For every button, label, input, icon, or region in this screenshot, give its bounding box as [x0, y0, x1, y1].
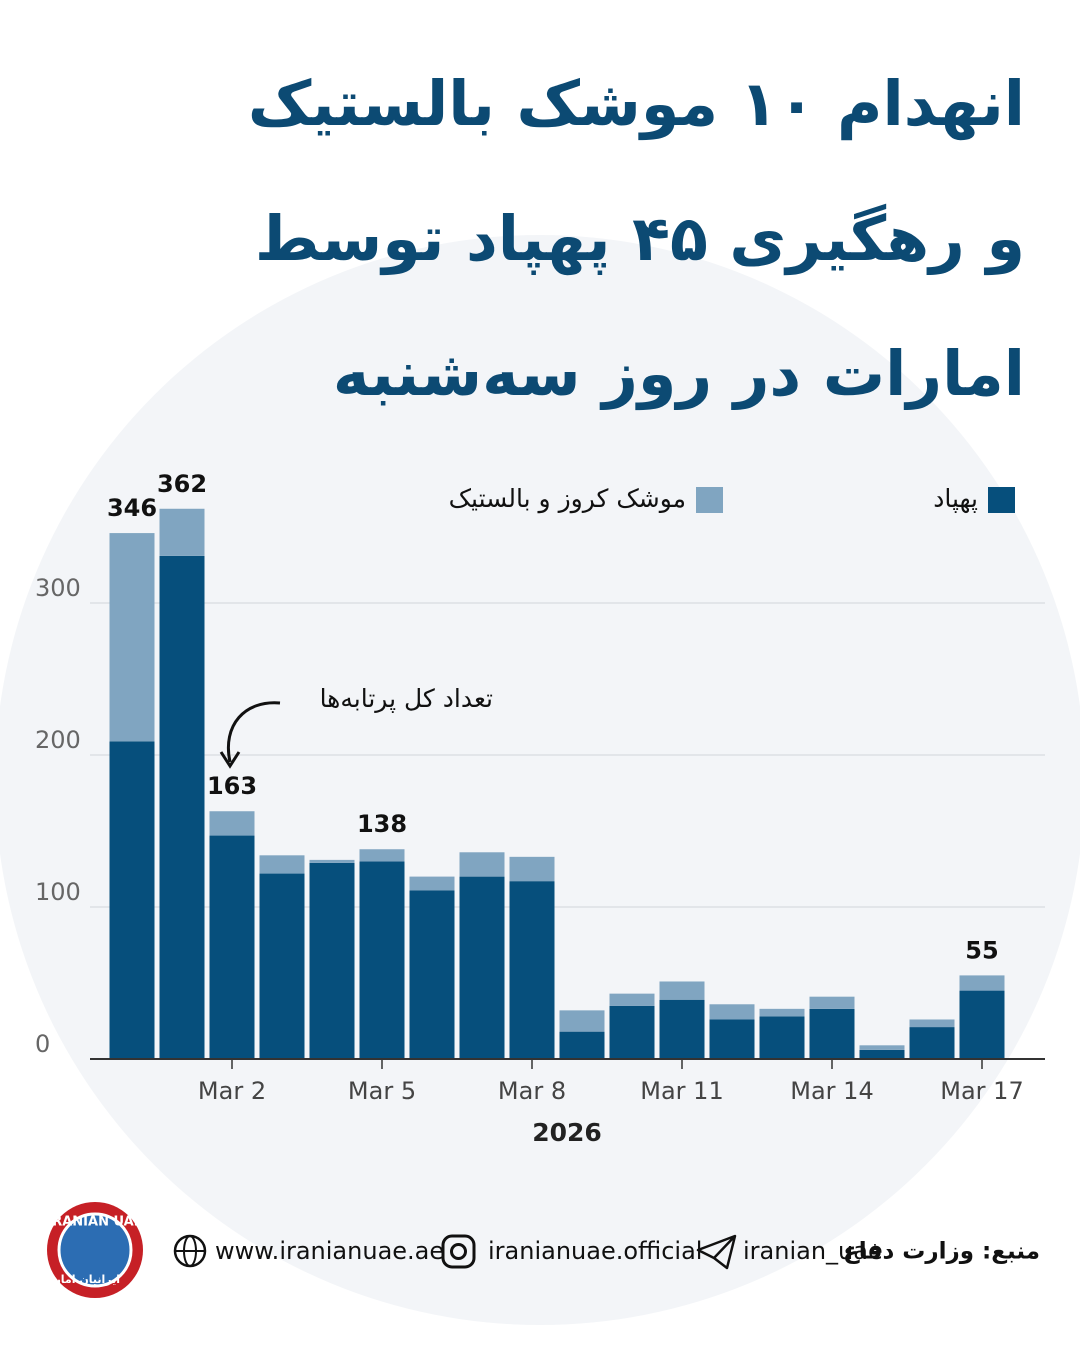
bar: [109, 533, 155, 742]
bar: [459, 852, 505, 877]
x-tick-label: Mar 14: [790, 1077, 873, 1105]
bar: [359, 861, 405, 1059]
bar: [809, 996, 855, 1009]
x-tick-label: Mar 17: [940, 1077, 1023, 1105]
footer: IRANIAN UAE ایرانیان امارات www.iranianu…: [40, 1202, 1040, 1298]
bar: [859, 1045, 905, 1050]
bar: [509, 881, 555, 1059]
x-tick-label: Mar 5: [348, 1077, 416, 1105]
y-tick-label: 200: [35, 726, 81, 754]
bar: [309, 859, 355, 863]
bar: [709, 1004, 755, 1020]
bar: [509, 856, 555, 882]
website: www.iranianuae.ae: [215, 1237, 444, 1265]
bar: [809, 1008, 855, 1059]
bar: [659, 981, 705, 1000]
bar: [709, 1019, 755, 1059]
x-tick-label: Mar 8: [498, 1077, 566, 1105]
chart: 0 100 200 300 پهپاد موشک کروز و بالستیک 346362…: [35, 470, 1045, 1147]
y-tick-label: 300: [35, 574, 81, 602]
title: انهدام ۱۰ موشک بالستیک و رهگیری ۴۵ پهپاد …: [248, 67, 1025, 410]
instagram: iranianuae.official: [488, 1237, 702, 1265]
bar: [559, 1031, 605, 1059]
x-tick-label: Mar 2: [198, 1077, 266, 1105]
bar: [209, 835, 255, 1059]
bar: [409, 890, 455, 1059]
bar: [959, 990, 1005, 1059]
logo-text: IRANIAN UAE: [47, 1215, 142, 1230]
bar: [409, 876, 455, 891]
bar: [909, 1019, 955, 1028]
title-line: انهدام ۱۰ موشک بالستیک: [248, 67, 1025, 141]
bar: [759, 1016, 805, 1059]
y-tick-label: 100: [35, 878, 81, 906]
bar: [459, 876, 505, 1059]
telegram: iranian_uae: [743, 1237, 883, 1265]
total-label: 55: [965, 936, 998, 964]
bar: [259, 873, 305, 1059]
bar: [909, 1027, 955, 1059]
legend-label: موشک کروز و بالستیک: [449, 484, 686, 514]
bar: [959, 975, 1005, 991]
annotation-arrowhead: [219, 751, 241, 769]
bar: [259, 855, 305, 874]
bar: [609, 993, 655, 1006]
bar: [609, 1005, 655, 1059]
instagram-icon: [441, 1234, 476, 1269]
annotation-arrow: [227, 701, 281, 763]
title-line: امارات در روز سه‌شنبه: [333, 337, 1025, 410]
instagram-icon-lens: [450, 1243, 467, 1260]
bar: [159, 508, 205, 556]
x-tick-label: Mar 11: [640, 1077, 723, 1105]
bar: [209, 811, 255, 836]
total-label: 362: [157, 470, 207, 498]
x-axis-label: 2026: [532, 1118, 602, 1147]
logo-inner: [57, 1212, 133, 1288]
legend-swatch: [696, 487, 723, 513]
total-label: 346: [107, 494, 157, 522]
bar: [309, 862, 355, 1059]
bar: [559, 1010, 605, 1032]
bar: [859, 1049, 905, 1059]
telegram-icon: [696, 1234, 737, 1270]
bar: [109, 741, 155, 1059]
bar: [659, 999, 705, 1059]
source: منبع: وزارت دفاع: [843, 1239, 1040, 1265]
legend-label: پهپاد: [933, 484, 978, 514]
total-label: 138: [357, 810, 407, 838]
annotation: تعداد کل پرتابه‌ها: [320, 684, 493, 713]
legend-swatch: [988, 487, 1015, 513]
y-tick-label: 0: [35, 1030, 50, 1058]
bar: [359, 849, 405, 862]
bar: [159, 555, 205, 1059]
logo-subtext: ایرانیان امارات: [40, 1273, 120, 1286]
title-line: و رهگیری ۴۵ پهپاد توسط: [255, 202, 1025, 275]
total-label: 163: [207, 772, 257, 800]
bar: [759, 1008, 805, 1017]
